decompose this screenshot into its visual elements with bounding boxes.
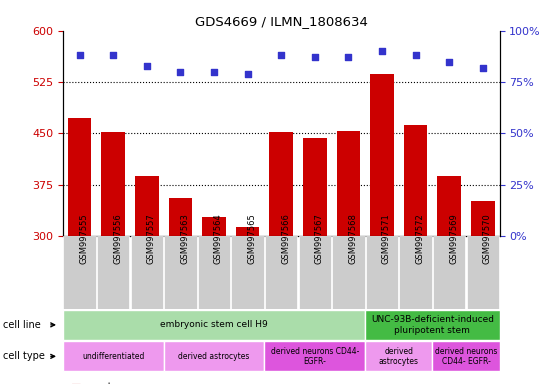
Bar <box>169 199 192 384</box>
Bar <box>370 74 394 384</box>
Bar <box>400 236 432 309</box>
Text: GSM997565: GSM997565 <box>247 213 257 264</box>
Bar <box>365 310 500 340</box>
Point <box>344 55 353 61</box>
Bar <box>303 138 327 384</box>
Bar <box>63 310 365 340</box>
Bar <box>202 217 225 384</box>
Bar <box>102 132 125 384</box>
Text: GSM997567: GSM997567 <box>315 213 324 264</box>
Text: GSM997572: GSM997572 <box>416 213 425 264</box>
Bar <box>232 236 264 309</box>
Bar <box>130 236 163 309</box>
Bar <box>269 132 293 384</box>
Text: derived astrocytes: derived astrocytes <box>179 352 250 361</box>
Text: GSM997571: GSM997571 <box>382 213 391 264</box>
Title: GDS4669 / ILMN_1808634: GDS4669 / ILMN_1808634 <box>195 15 367 28</box>
Bar <box>467 236 499 309</box>
Point <box>378 48 387 55</box>
Point <box>311 55 319 61</box>
Point <box>176 69 185 75</box>
Bar <box>404 125 428 384</box>
Bar <box>164 236 197 309</box>
Text: ■: ■ <box>71 382 81 384</box>
Point <box>210 69 218 75</box>
Point <box>243 71 252 77</box>
Bar <box>264 341 365 371</box>
Bar <box>333 236 365 309</box>
Bar <box>432 341 500 371</box>
Point <box>277 52 286 58</box>
Bar <box>135 176 158 384</box>
Point <box>478 65 487 71</box>
Text: count: count <box>85 382 112 384</box>
Text: GSM997555: GSM997555 <box>80 213 88 264</box>
Text: UNC-93B-deficient-induced
pluripotent stem: UNC-93B-deficient-induced pluripotent st… <box>371 315 494 334</box>
Bar <box>236 227 259 384</box>
Point <box>143 63 151 69</box>
Text: GSM997566: GSM997566 <box>281 213 290 264</box>
Point <box>109 52 117 58</box>
Bar <box>97 236 129 309</box>
Bar <box>366 236 398 309</box>
Text: undifferentiated: undifferentiated <box>82 352 144 361</box>
Bar <box>164 341 264 371</box>
Bar <box>63 341 164 371</box>
Text: derived neurons CD44-
EGFR-: derived neurons CD44- EGFR- <box>271 347 359 366</box>
Text: embryonic stem cell H9: embryonic stem cell H9 <box>160 320 268 329</box>
Bar <box>198 236 230 309</box>
Text: GSM997569: GSM997569 <box>449 213 458 264</box>
Bar <box>299 236 331 309</box>
Bar <box>63 236 96 309</box>
Text: cell type: cell type <box>3 351 45 361</box>
Text: cell line: cell line <box>3 320 40 330</box>
Bar <box>365 341 432 371</box>
Text: GSM997557: GSM997557 <box>147 213 156 264</box>
Point <box>75 52 84 58</box>
Bar <box>265 236 298 309</box>
Text: GSM997564: GSM997564 <box>214 213 223 264</box>
Bar <box>471 200 495 384</box>
Bar <box>68 118 91 384</box>
Bar <box>337 131 360 384</box>
Text: derived
astrocytes: derived astrocytes <box>379 347 419 366</box>
Text: derived neurons
CD44- EGFR-: derived neurons CD44- EGFR- <box>435 347 497 366</box>
Point <box>411 52 420 58</box>
Text: GSM997556: GSM997556 <box>113 213 122 264</box>
Text: GSM997568: GSM997568 <box>348 213 358 264</box>
Text: GSM997570: GSM997570 <box>483 213 492 264</box>
Point <box>445 58 454 65</box>
Bar <box>437 176 461 384</box>
Text: GSM997563: GSM997563 <box>180 213 189 264</box>
Bar <box>433 236 465 309</box>
